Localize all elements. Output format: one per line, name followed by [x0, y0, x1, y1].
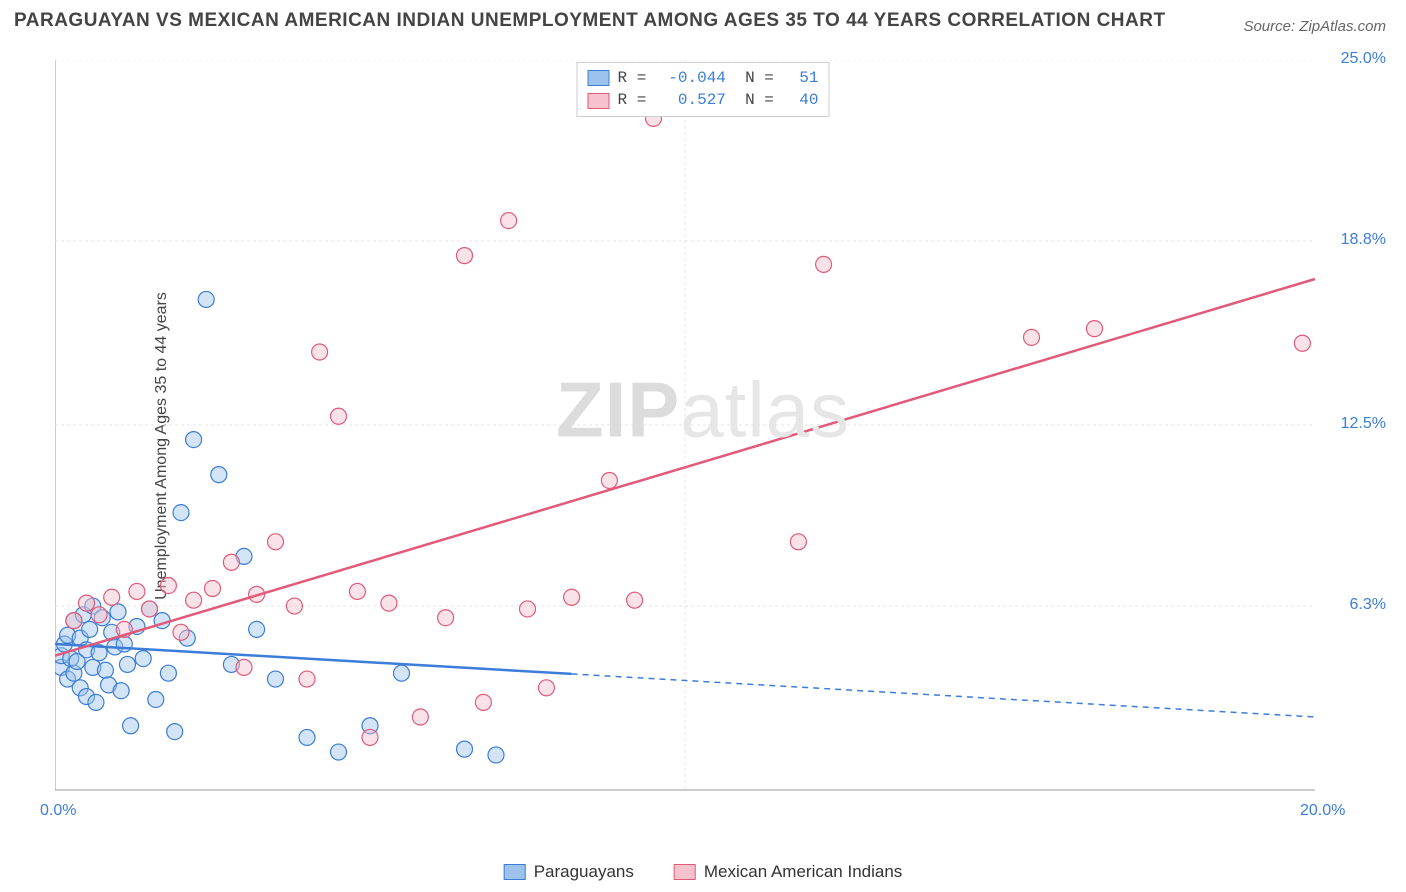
legend-swatch	[674, 864, 696, 880]
legend-label: Mexican American Indians	[704, 862, 902, 882]
legend-swatch	[504, 864, 526, 880]
correlation-legend: R = -0.044 N = 51R = 0.527 N = 40	[576, 62, 829, 117]
chart-title: PARAGUAYAN VS MEXICAN AMERICAN INDIAN UN…	[14, 10, 1166, 32]
legend-item: Mexican American Indians	[674, 862, 902, 882]
scatter-plot	[55, 60, 1375, 820]
y-tick-label: 6.3%	[1350, 596, 1386, 614]
y-tick-label: 25.0%	[1341, 50, 1386, 68]
legend-swatch	[587, 93, 609, 109]
legend-label: Paraguayans	[534, 862, 634, 882]
x-tick-label: 20.0%	[1300, 802, 1345, 820]
legend-row: R = -0.044 N = 51	[587, 67, 818, 89]
y-tick-label: 12.5%	[1341, 415, 1386, 433]
source-attribution: Source: ZipAtlas.com	[1243, 18, 1386, 35]
legend-swatch	[587, 70, 609, 86]
series-legend: Paraguayans Mexican American Indians	[504, 862, 903, 882]
x-tick-label: 0.0%	[40, 802, 76, 820]
legend-item: Paraguayans	[504, 862, 634, 882]
legend-row: R = 0.527 N = 40	[587, 89, 818, 111]
y-tick-label: 18.8%	[1341, 231, 1386, 249]
